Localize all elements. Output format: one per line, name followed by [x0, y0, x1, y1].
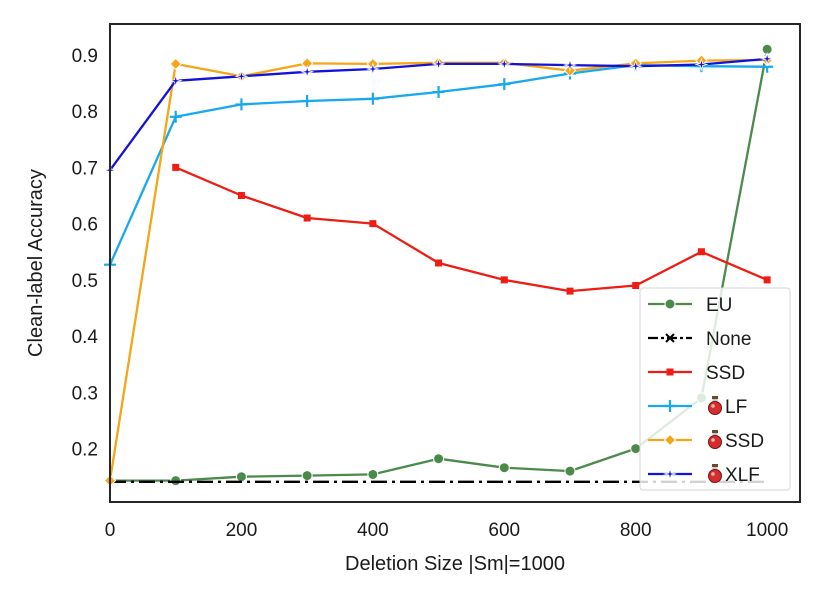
- series-ssd: [172, 163, 771, 295]
- x-tick-label: 0: [105, 520, 116, 541]
- x-axis-ticks: 0 200 400 600 800 1000: [105, 520, 789, 541]
- y-axis-ticks: 0.2 0.3 0.4 0.5 0.6 0.7 0.8 0.9: [72, 46, 99, 461]
- data-point: [172, 163, 180, 171]
- y-tick-label: 0.2: [72, 440, 98, 461]
- legend-label: SSD: [706, 363, 745, 384]
- plot-area: [102, 43, 775, 487]
- legend-entry: XLF: [648, 464, 760, 486]
- data-point: [169, 57, 182, 71]
- legend-entry: SSD: [648, 430, 764, 452]
- legend-marker: [666, 368, 674, 376]
- legend-entry: EU: [648, 295, 732, 316]
- potion-icon: [708, 396, 722, 415]
- y-tick-label: 0.9: [72, 46, 98, 67]
- data-point: [303, 214, 311, 222]
- data-point: [369, 220, 377, 228]
- data-point: [235, 98, 248, 111]
- y-tick-label: 0.6: [72, 215, 98, 236]
- data-point: [300, 64, 315, 79]
- legend-label: XLF: [725, 465, 760, 486]
- data-point: [498, 78, 511, 91]
- data-point: [628, 59, 643, 74]
- data-point: [433, 453, 445, 465]
- y-tick-label: 0.4: [72, 327, 99, 348]
- data-point: [234, 69, 249, 84]
- data-point: [630, 443, 642, 455]
- legend-label: LF: [725, 397, 747, 418]
- legend-entry: SSD: [648, 363, 745, 384]
- series-line: [175, 166, 768, 293]
- data-point: [497, 56, 512, 72]
- legend-marker: [663, 433, 677, 447]
- data-point: [697, 248, 705, 256]
- data-point: [500, 276, 508, 284]
- data-point: [367, 468, 379, 480]
- data-point: [301, 470, 313, 482]
- data-point: [632, 281, 640, 289]
- y-tick-label: 0.8: [72, 102, 98, 123]
- y-axis-label: Clean-label Accuracy: [25, 169, 47, 357]
- data-point: [170, 475, 182, 487]
- legend-label: None: [706, 329, 751, 350]
- legend-marker: [662, 466, 678, 482]
- data-point: [237, 192, 245, 200]
- y-tick-label: 0.7: [72, 158, 98, 179]
- data-point: [566, 287, 574, 295]
- legend-label: EU: [706, 295, 732, 316]
- legend-entry: None: [648, 329, 751, 350]
- data-point: [498, 462, 510, 474]
- data-point: [235, 471, 247, 483]
- legend: EU None SSD LF SSD XLF: [639, 287, 791, 491]
- data-point: [168, 73, 183, 88]
- data-point: [763, 276, 771, 284]
- data-point: [564, 465, 576, 477]
- x-tick-label: 600: [488, 520, 520, 541]
- legend-marker: [664, 400, 676, 412]
- data-point: [760, 51, 775, 66]
- data-point: [366, 92, 379, 105]
- data-point: [301, 95, 314, 108]
- data-point: [562, 57, 578, 73]
- potion-icon: [708, 464, 722, 483]
- data-point: [169, 110, 182, 123]
- legend-label: SSD: [725, 431, 764, 452]
- y-tick-label: 0.5: [72, 271, 98, 292]
- series-potion-xlf: [102, 51, 775, 178]
- data-point: [435, 259, 443, 267]
- potion-icon: [708, 430, 722, 449]
- legend-box: [639, 287, 791, 491]
- y-tick-label: 0.3: [72, 383, 98, 404]
- x-tick-label: 800: [620, 520, 652, 541]
- x-tick-label: 400: [357, 520, 389, 541]
- x-tick-label: 200: [226, 520, 258, 541]
- x-axis-label: Deletion Size |Sm|=1000: [345, 553, 565, 575]
- legend-marker: [664, 298, 676, 310]
- data-point: [365, 61, 380, 77]
- data-point: [694, 57, 709, 72]
- x-tick-label: 1000: [746, 520, 788, 541]
- data-point: [431, 56, 446, 72]
- plot-frame: [109, 23, 801, 503]
- legend-marker: [665, 333, 675, 343]
- data-point: [432, 86, 445, 99]
- legend-entry: LF: [648, 396, 747, 418]
